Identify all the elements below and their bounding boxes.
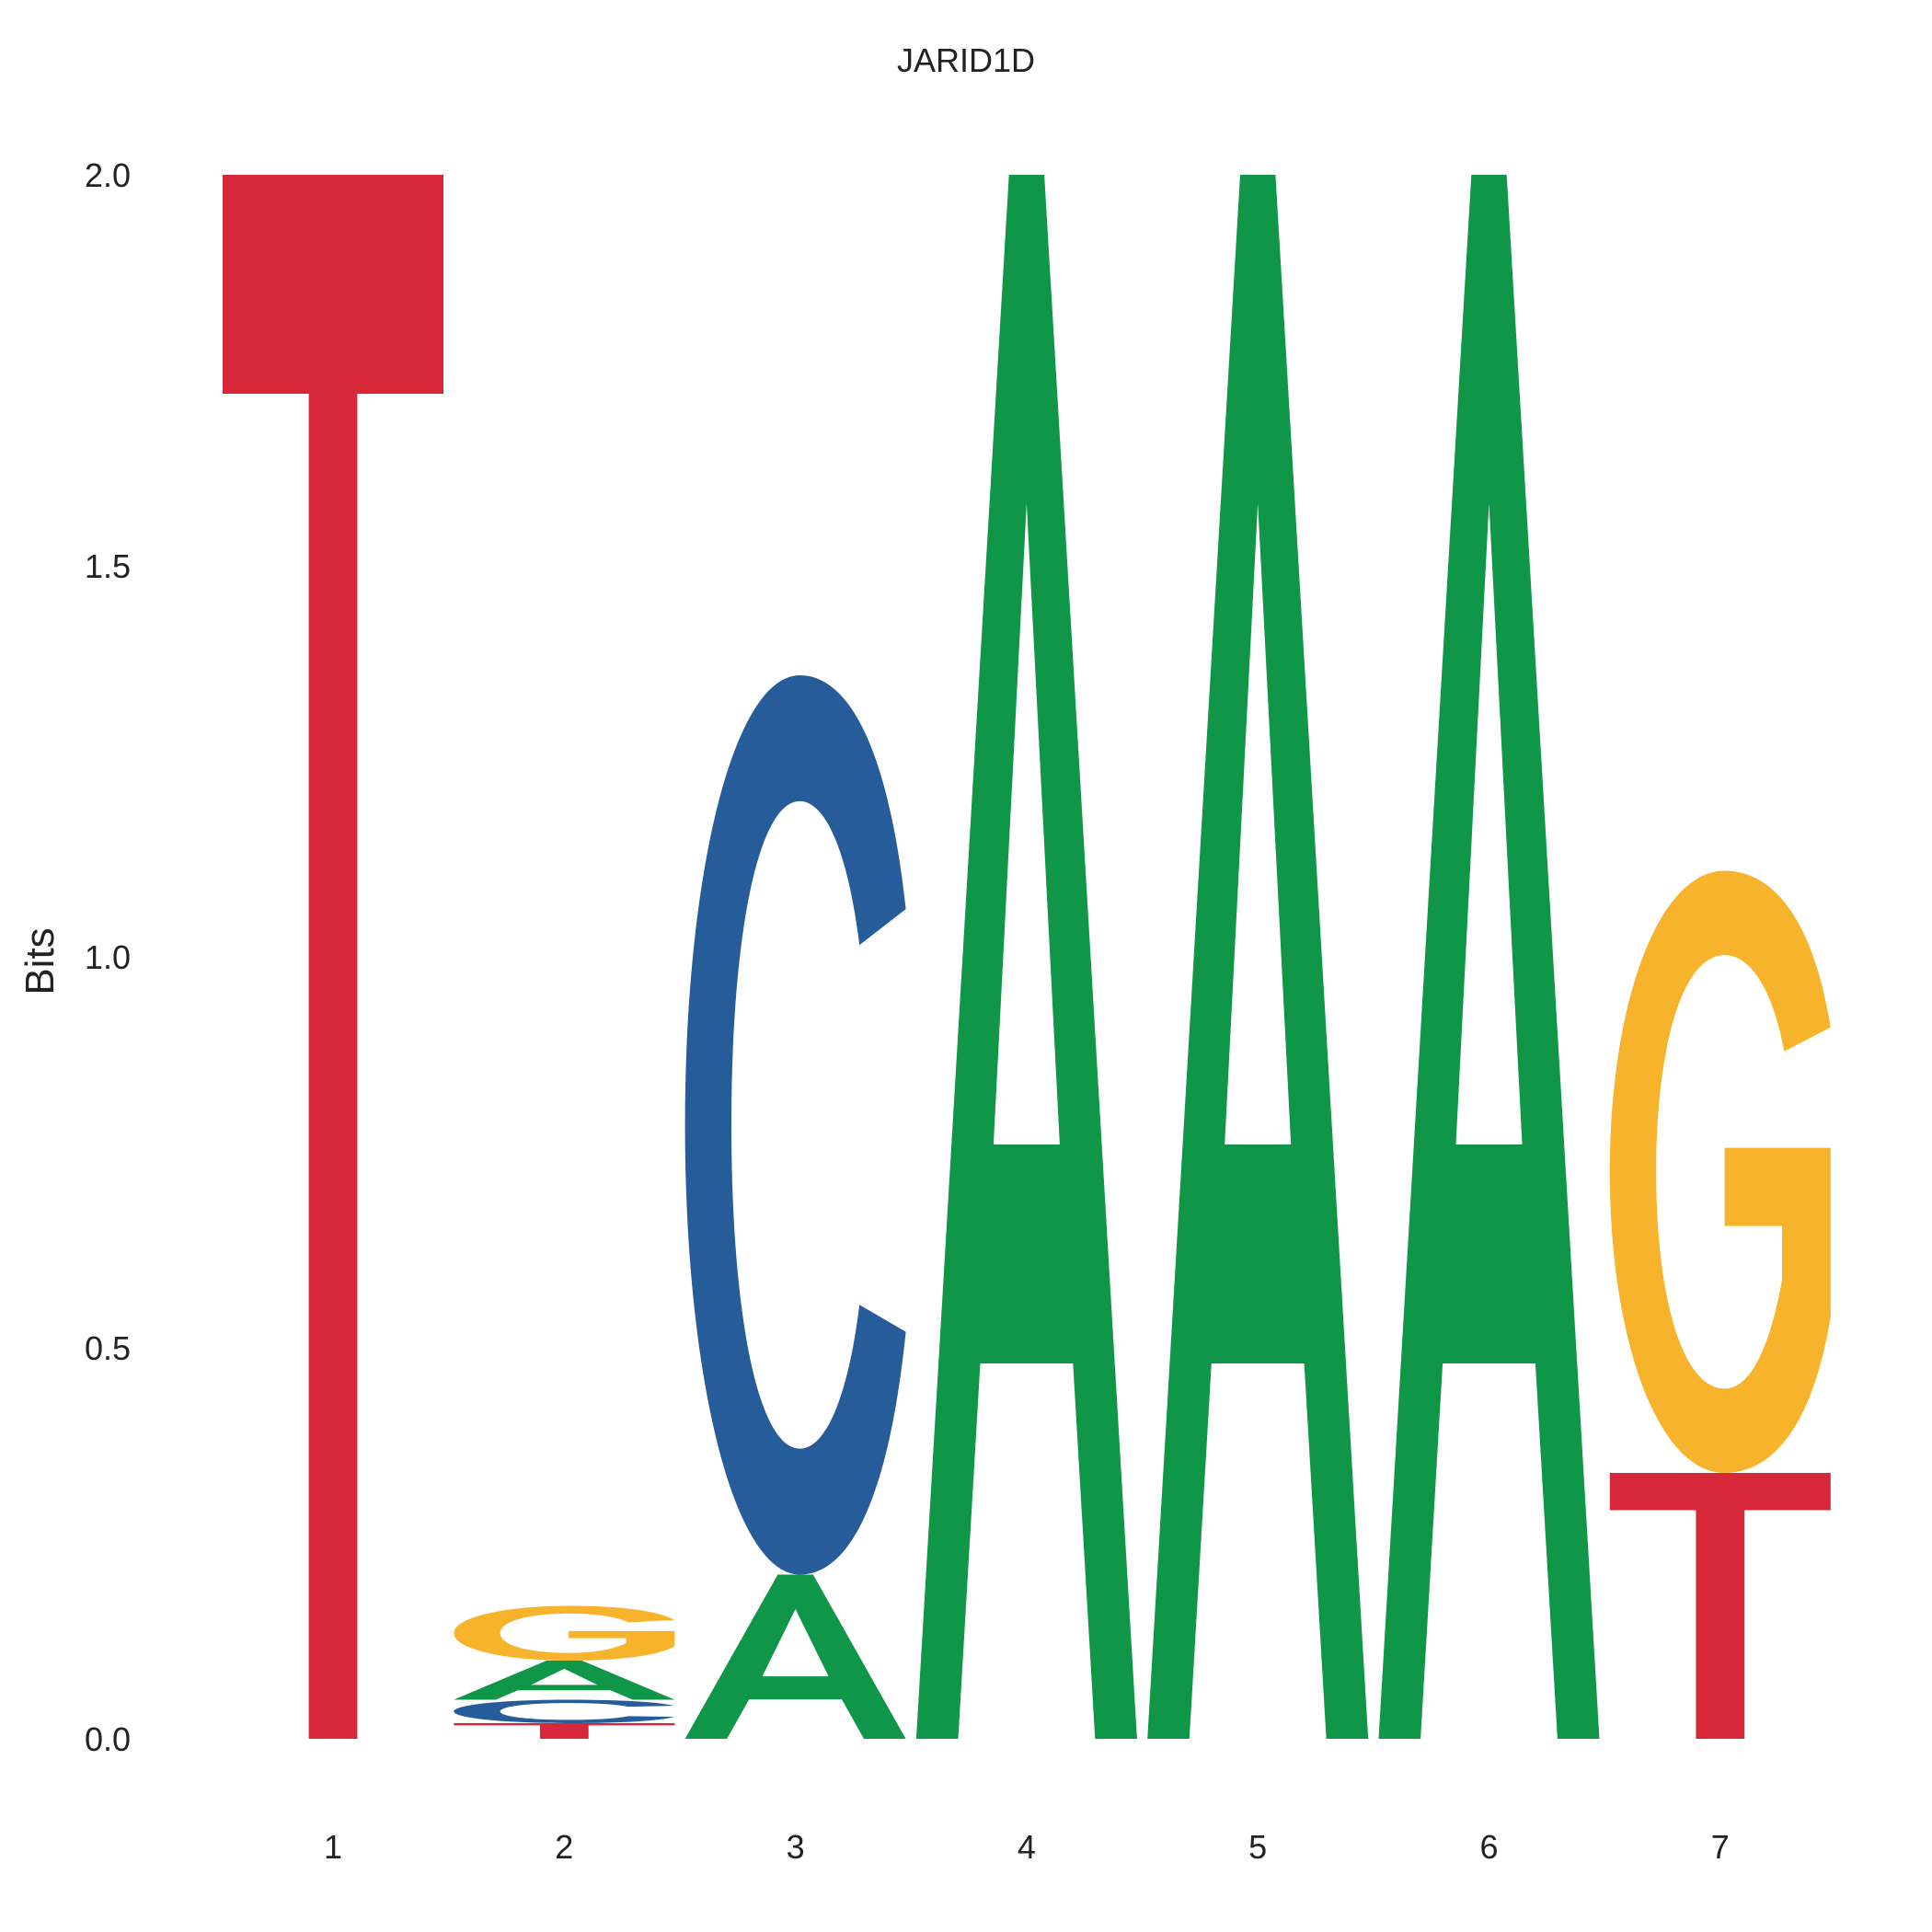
letter-G-pos-7	[1609, 870, 1831, 1473]
x-position-label: 2	[555, 1828, 573, 1866]
letter-T-pos-1	[223, 175, 443, 1739]
letter-A-pos-6	[1378, 175, 1600, 1739]
y-tick-label: 1.5	[85, 547, 131, 585]
letter-C-pos-2	[454, 1699, 675, 1723]
x-position-label: 7	[1711, 1828, 1730, 1866]
letter-A-pos-3	[684, 1574, 906, 1739]
x-position-label: 6	[1479, 1828, 1498, 1866]
letter-T-pos-7	[1609, 1473, 1831, 1739]
y-tick-label: 0.5	[85, 1329, 131, 1367]
y-axis-title: Bits	[17, 927, 63, 995]
y-tick-label: 2.0	[85, 156, 131, 194]
x-position-label: 5	[1248, 1828, 1267, 1866]
y-tick-label: 0.0	[85, 1720, 131, 1758]
x-axis-labels: 1 2 3 4 5 6 7	[324, 1828, 1730, 1866]
letter-G-pos-2	[454, 1605, 675, 1661]
x-position-label: 3	[787, 1828, 805, 1866]
logo-letters	[223, 175, 1831, 1739]
x-position-label: 4	[1018, 1828, 1036, 1866]
chart-title: JARID1D	[897, 41, 1035, 79]
letter-A-pos-4	[915, 175, 1137, 1739]
letter-A-pos-5	[1147, 175, 1369, 1739]
x-position-label: 1	[324, 1828, 342, 1866]
letter-C-pos-3	[684, 675, 906, 1575]
letter-A-pos-2	[454, 1661, 675, 1700]
letter-T-pos-2	[454, 1723, 675, 1739]
y-tick-label: 1.0	[85, 938, 131, 976]
y-axis-ticks: 0.0 0.5 1.0 1.5 2.0	[85, 156, 131, 1758]
